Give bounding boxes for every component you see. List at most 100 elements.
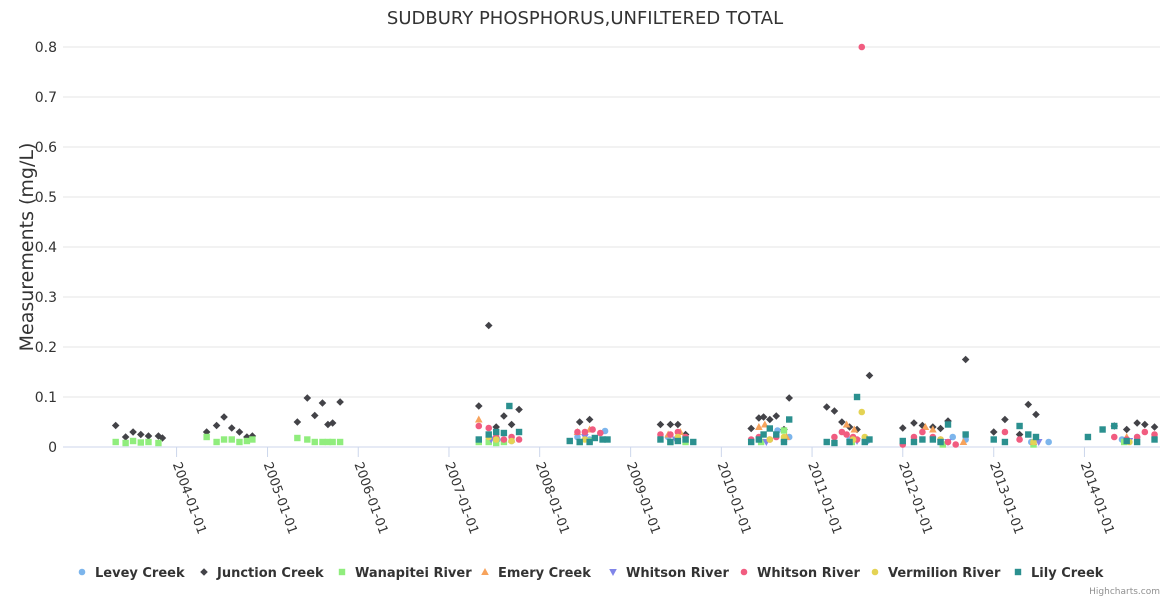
data-point[interactable] <box>155 439 162 447</box>
data-point[interactable] <box>136 430 145 439</box>
data-point[interactable] <box>485 431 492 438</box>
data-point[interactable] <box>766 425 774 432</box>
data-point[interactable] <box>1151 436 1158 443</box>
data-point[interactable] <box>766 436 774 443</box>
data-point[interactable] <box>329 438 336 446</box>
data-point[interactable] <box>599 436 606 443</box>
legend-item[interactable]: Whitson River <box>609 566 729 581</box>
data-point[interactable] <box>944 438 952 446</box>
data-point[interactable] <box>1034 439 1043 446</box>
data-point[interactable] <box>227 424 236 432</box>
data-point[interactable] <box>910 419 918 427</box>
data-point[interactable] <box>952 441 960 448</box>
data-point[interactable] <box>1016 422 1023 430</box>
legend-item[interactable]: Emery Creek <box>481 566 591 581</box>
data-point[interactable] <box>843 431 850 438</box>
data-point[interactable] <box>574 428 581 436</box>
data-point[interactable] <box>576 438 583 446</box>
data-point[interactable] <box>780 433 788 441</box>
data-point[interactable] <box>1111 422 1118 430</box>
data-point[interactable] <box>850 425 859 433</box>
data-point[interactable] <box>328 419 337 427</box>
data-point[interactable] <box>474 415 483 423</box>
data-point[interactable] <box>1001 415 1009 424</box>
data-point[interactable] <box>830 407 839 415</box>
data-point[interactable] <box>1015 430 1024 439</box>
legend-item[interactable]: Whitson River <box>740 566 861 581</box>
data-point[interactable] <box>249 436 256 443</box>
data-point[interactable] <box>507 420 516 429</box>
data-point[interactable] <box>485 438 492 446</box>
data-point[interactable] <box>910 433 918 441</box>
data-point[interactable] <box>336 438 344 446</box>
data-point[interactable] <box>1045 438 1052 446</box>
data-point[interactable] <box>780 438 788 446</box>
legend-symbol[interactable] <box>740 568 748 576</box>
data-point[interactable] <box>919 436 926 443</box>
data-point[interactable] <box>310 411 319 420</box>
data-point[interactable] <box>591 434 599 442</box>
data-point[interactable] <box>690 438 697 446</box>
data-point[interactable] <box>822 403 831 411</box>
data-point[interactable] <box>929 425 937 433</box>
data-point[interactable] <box>144 432 153 440</box>
data-point[interactable] <box>755 423 763 430</box>
data-point[interactable] <box>962 431 969 438</box>
data-point[interactable] <box>949 433 957 441</box>
data-point[interactable] <box>921 423 930 430</box>
data-point[interactable] <box>220 413 228 421</box>
legend-label[interactable]: Wanapitei River <box>355 566 472 581</box>
data-point[interactable] <box>475 436 482 443</box>
data-point[interactable] <box>1151 431 1158 438</box>
data-point[interactable] <box>1150 423 1159 431</box>
legend-symbol[interactable] <box>1014 568 1022 576</box>
legend-symbol[interactable] <box>200 568 208 576</box>
legend-item[interactable]: Junction Creek <box>200 566 324 581</box>
data-point[interactable] <box>1016 436 1023 443</box>
data-point[interactable] <box>1001 438 1009 446</box>
legend-label[interactable]: Emery Creek <box>498 566 591 581</box>
data-point[interactable] <box>1001 428 1009 436</box>
data-point[interactable] <box>823 438 830 446</box>
data-point[interactable] <box>861 438 868 446</box>
data-point[interactable] <box>937 438 944 446</box>
data-point[interactable] <box>944 417 952 425</box>
data-point[interactable] <box>759 413 768 421</box>
data-point[interactable] <box>766 415 774 424</box>
data-point[interactable] <box>772 412 781 420</box>
data-point[interactable] <box>500 436 508 443</box>
data-point[interactable] <box>929 436 937 443</box>
data-point[interactable] <box>657 436 664 443</box>
data-point[interactable] <box>575 418 584 426</box>
data-point[interactable] <box>1025 431 1032 438</box>
legend-item[interactable]: Wanapitei River <box>338 566 472 581</box>
data-point[interactable] <box>228 436 235 443</box>
legend-item[interactable]: Levey Creek <box>78 566 185 581</box>
data-point[interactable] <box>515 428 523 436</box>
data-point[interactable] <box>111 421 120 430</box>
data-point[interactable] <box>311 438 318 446</box>
data-point[interactable] <box>747 438 755 446</box>
data-point[interactable] <box>667 438 674 446</box>
legend-label[interactable]: Levey Creek <box>95 566 185 581</box>
data-point[interactable] <box>936 424 945 433</box>
data-point[interactable] <box>919 428 926 436</box>
data-point[interactable] <box>1123 437 1130 445</box>
data-point[interactable] <box>831 433 838 441</box>
data-point[interactable] <box>1133 433 1141 441</box>
data-point[interactable] <box>858 408 866 416</box>
data-point[interactable] <box>485 424 493 432</box>
data-point[interactable] <box>755 436 763 443</box>
data-point[interactable] <box>294 434 301 442</box>
data-point[interactable] <box>318 399 327 407</box>
data-point[interactable] <box>112 438 119 446</box>
legend[interactable]: Levey Creek Junction Creek Wanapitei River… <box>78 566 1104 581</box>
data-point[interactable] <box>853 393 861 401</box>
legend-item[interactable]: Lily Creek <box>1014 566 1104 581</box>
legend-symbol[interactable] <box>338 568 346 576</box>
data-point[interactable] <box>235 428 244 436</box>
data-point[interactable] <box>500 412 508 420</box>
data-point[interactable] <box>586 438 593 446</box>
data-point[interactable] <box>990 436 997 443</box>
data-point[interactable] <box>1133 419 1141 427</box>
